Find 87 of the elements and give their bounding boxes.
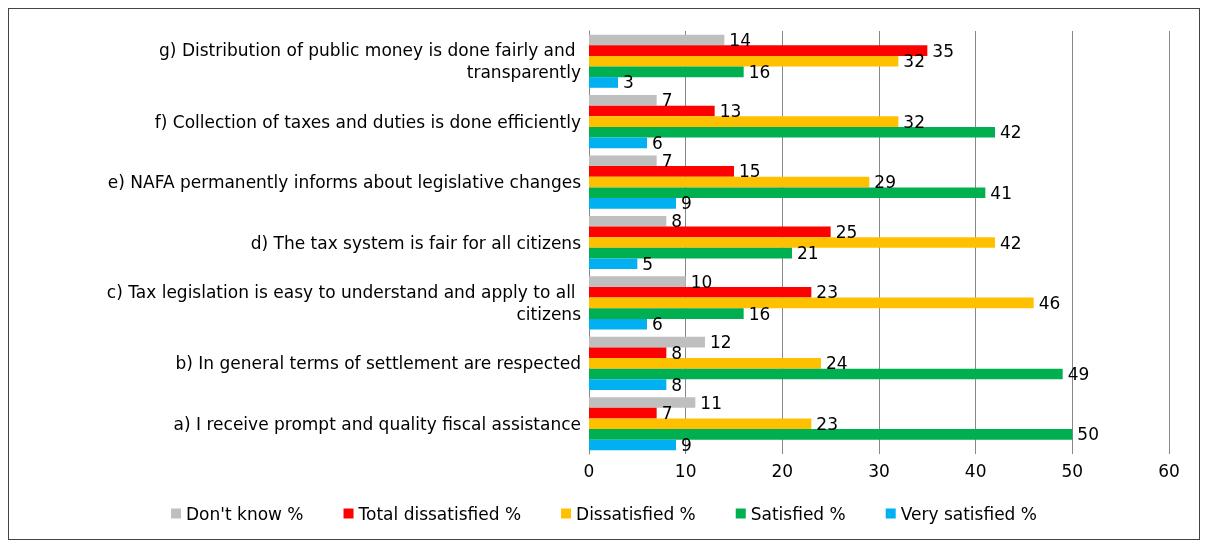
bar: [589, 77, 618, 88]
x-tick-label: 40: [964, 460, 987, 481]
data-label: 50: [1077, 424, 1099, 445]
legend-label: Total dissatisfied %: [357, 503, 522, 524]
y-tick-label: a) I receive prompt and quality fiscal assistance: [173, 413, 581, 434]
bar: [589, 407, 657, 419]
bar: [589, 126, 995, 138]
x-tick-label: 10: [674, 460, 697, 481]
data-label: 16: [748, 303, 771, 324]
bar: [589, 297, 1034, 309]
y-tick-label: f) Collection of taxes and duties is done efficiently: [154, 111, 581, 132]
bar: [589, 258, 638, 270]
y-tick-label: g) Distribution of public money is done fairly and transparently: [159, 40, 581, 83]
legend-label: Don't know %: [186, 503, 304, 524]
bar: [589, 286, 812, 298]
data-label: 49: [1067, 363, 1090, 384]
bar: [589, 247, 792, 259]
data-label: 6: [652, 314, 663, 335]
legend-label: Dissatisfied %: [576, 503, 696, 524]
bar: [589, 397, 696, 408]
data-label: 12: [710, 332, 732, 353]
data-label: 7: [661, 90, 673, 111]
legend-label: Satisfied %: [750, 503, 846, 524]
bar: [589, 237, 995, 248]
y-tick-label: c) Tax legislation is easy to understand and apply to all citizens: [106, 281, 582, 324]
x-tick-label: 20: [771, 460, 794, 481]
data-label: 6: [652, 132, 663, 153]
data-label: 32: [903, 51, 925, 72]
data-label: 10: [690, 271, 713, 292]
data-label: 9: [681, 435, 692, 456]
data-label: 5: [642, 253, 654, 274]
data-label: 46: [1038, 292, 1061, 313]
bar: [589, 137, 647, 149]
x-tick-label: 0: [583, 460, 595, 481]
data-label: 16: [748, 61, 771, 82]
data-label: 7: [661, 403, 673, 424]
bar: [589, 116, 899, 127]
data-label: 42: [1000, 122, 1022, 143]
data-label: 7: [661, 150, 673, 171]
bar: [589, 95, 657, 106]
bar: [589, 418, 812, 430]
data-label: 29: [874, 172, 896, 193]
data-label: 8: [671, 342, 683, 363]
data-label: 8: [671, 211, 683, 232]
bar: [589, 176, 870, 188]
y-tick-label: e) NAFA permanently informs about legislative changes: [107, 172, 582, 193]
bar: [589, 34, 725, 46]
data-label: 9: [681, 193, 692, 214]
data-label: 13: [719, 101, 742, 122]
bar: [589, 166, 734, 177]
bar: [589, 155, 657, 167]
data-label: 41: [990, 182, 1012, 203]
data-label: 25: [835, 221, 858, 242]
x-tick-label: 60: [1158, 460, 1180, 481]
x-tick-label: 50: [1061, 460, 1084, 481]
bar: [589, 308, 744, 319]
bar: [589, 439, 676, 451]
y-tick-label: d) The tax system is fair for all citizens: [250, 232, 582, 253]
bar: [589, 105, 715, 117]
bar: [589, 226, 831, 238]
data-label: 14: [729, 29, 751, 50]
bar: [589, 368, 1063, 380]
data-label: 11: [700, 392, 722, 413]
bar: [589, 45, 928, 56]
bar: [589, 379, 667, 390]
bar: [589, 55, 899, 67]
legend-label: Very satisfied %: [900, 503, 1037, 524]
data-label: 35: [932, 40, 954, 61]
bar: [589, 276, 686, 287]
data-label: 8: [671, 374, 683, 395]
data-label: 24: [826, 353, 848, 374]
data-label: 32: [903, 111, 925, 132]
bar: [589, 215, 667, 227]
data-label: 23: [816, 282, 838, 303]
bar: [589, 358, 821, 369]
bar: [589, 347, 667, 359]
bar: [589, 429, 1073, 440]
data-label: 3: [623, 72, 634, 93]
bar: [589, 198, 676, 209]
y-tick-label: b) In general terms of settlement are respected: [175, 353, 581, 374]
data-label: 23: [816, 413, 838, 434]
data-label: 15: [739, 161, 761, 182]
data-label: 42: [1000, 232, 1022, 253]
bar: [589, 318, 647, 330]
bar: [589, 336, 705, 348]
data-label: 21: [797, 243, 819, 264]
x-tick-label: 30: [868, 460, 890, 481]
